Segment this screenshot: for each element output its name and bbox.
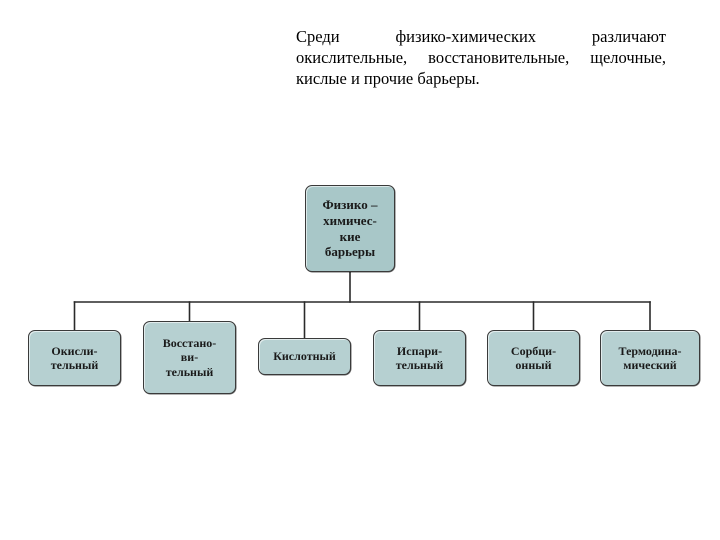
leaf-node-0: Окисли-тельный (28, 330, 121, 386)
hierarchy-diagram: Физико –химичес-киебарьеры Окисли-тельны… (0, 0, 720, 540)
leaf-node-2: Кислотный (258, 338, 351, 375)
root-node-label: Физико –химичес-киебарьеры (323, 197, 378, 260)
leaf-label: Окисли-тельный (51, 344, 99, 372)
leaf-node-4: Сорбци-онный (487, 330, 580, 386)
leaf-node-5: Термодина-мический (600, 330, 700, 386)
leaf-label: Восстано-ви-тельный (163, 336, 217, 378)
leaf-label: Испари-тельный (396, 344, 444, 372)
leaf-node-1: Восстано-ви-тельный (143, 321, 236, 394)
leaf-label: Сорбци-онный (511, 344, 556, 372)
leaf-label: Термодина-мический (619, 344, 682, 372)
leaf-node-3: Испари-тельный (373, 330, 466, 386)
root-node: Физико –химичес-киебарьеры (305, 185, 395, 272)
leaf-label: Кислотный (273, 349, 336, 363)
